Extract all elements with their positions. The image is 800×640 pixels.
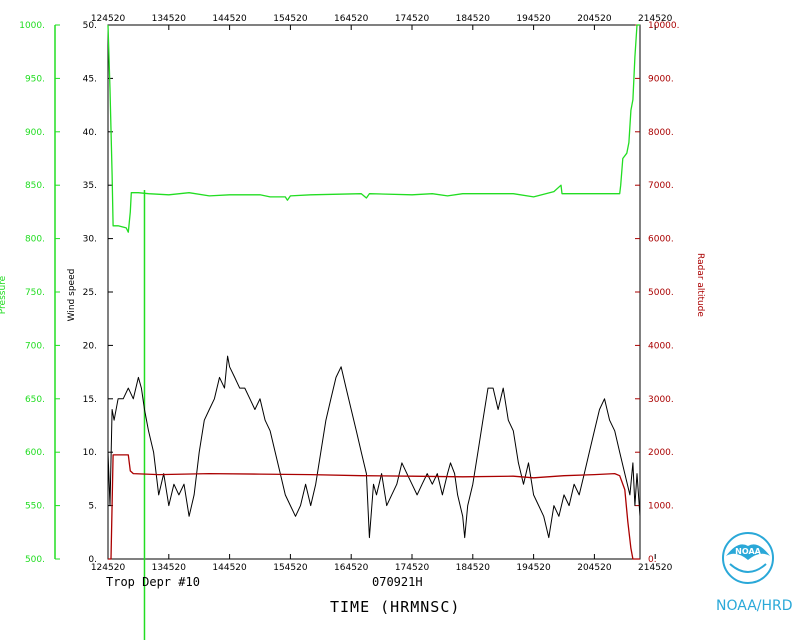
pressure-tick-label: 900. <box>25 128 45 138</box>
x-tick-label-top: 134520 <box>152 14 187 24</box>
x-tick-label-top: 154520 <box>273 14 308 24</box>
pressure-tick-label: 550. <box>25 502 45 512</box>
wind-axis-title: Wind speed <box>67 269 77 322</box>
x-axis-title: TIME (HRMNSC) <box>330 598 461 616</box>
wind-series-line <box>107 355 641 539</box>
noaa-logo: NOAA <box>722 532 774 584</box>
wind-tick-label: 15. <box>83 395 97 405</box>
pressure-tick-label: 800. <box>25 235 45 245</box>
pressure-tick-label: 700. <box>25 341 45 351</box>
altitude-tick-label: 5000. <box>648 288 674 298</box>
altitude-tick-label: 6000. <box>648 235 674 245</box>
x-tick-label-top: 214520 <box>638 14 673 24</box>
x-tick-label-bottom: 134520 <box>152 563 187 573</box>
x-tick-label-bottom: 184520 <box>456 563 491 573</box>
altitude-tick-label: 1000. <box>648 502 674 512</box>
pressure-axis-title: Pressure <box>0 275 8 314</box>
altitude-tick-label: 10000. <box>648 21 680 31</box>
pressure-tick-label: 600. <box>25 448 45 458</box>
wind-tick-label: 0. <box>88 555 97 565</box>
wind-tick-label: 40. <box>83 128 97 138</box>
altitude-tick-label: 4000. <box>648 341 674 351</box>
wind-tick-label: 25. <box>83 288 97 298</box>
x-tick-label-top: 144520 <box>212 14 247 24</box>
x-tick-label-bottom: 164520 <box>334 563 369 573</box>
wind-tick-label: 10. <box>83 448 97 458</box>
pressure-tick-label: 650. <box>25 395 45 405</box>
x-tick-label-top: 124520 <box>91 14 126 24</box>
altitude-axis-title: Radar altitude <box>695 253 705 317</box>
date-label: 070921H <box>372 575 423 589</box>
altitude-tick-label: 9000. <box>648 74 674 84</box>
wind-tick-label: 50. <box>83 21 97 31</box>
wind-tick-label: 5. <box>88 502 97 512</box>
altitude-series-line <box>108 454 640 560</box>
x-tick-label-bottom: 214520 <box>638 563 673 573</box>
pressure-tick-label: 500. <box>25 555 45 565</box>
altitude-tick-label: 8000. <box>648 128 674 138</box>
x-tick-label-bottom: 174520 <box>395 563 430 573</box>
noaa-hrd-label: NOAA/HRD <box>716 598 793 614</box>
altitude-tick-label: 2000. <box>648 448 674 458</box>
x-tick-label-bottom: 154520 <box>273 563 308 573</box>
altitude-tick-label: 3000. <box>648 395 674 405</box>
noaa-logo-text: NOAA <box>735 547 761 556</box>
x-tick-label-top: 164520 <box>334 14 369 24</box>
altitude-tick-label: 7000. <box>648 181 674 191</box>
pressure-tick-label: 750. <box>25 288 45 298</box>
wind-tick-label: 35. <box>83 181 97 191</box>
plot-frame <box>107 24 641 560</box>
x-tick-label-bottom: 144520 <box>212 563 247 573</box>
storm-name: Trop Depr #10 <box>106 575 200 589</box>
x-tick-label-bottom: 124520 <box>91 563 126 573</box>
wind-tick-label: 20. <box>83 341 97 351</box>
x-tick-label-top: 184520 <box>456 14 491 24</box>
wind-tick-label: 45. <box>83 74 97 84</box>
wind-tick-label: 30. <box>83 235 97 245</box>
pressure-tick-label: 1000. <box>19 21 45 31</box>
x-tick-label-top: 174520 <box>395 14 430 24</box>
altitude-tick-label: 0. <box>648 555 657 565</box>
x-tick-label-bottom: 194520 <box>516 563 551 573</box>
x-tick-label-top: 194520 <box>516 14 551 24</box>
pressure-tick-label: 850. <box>25 181 45 191</box>
pressure-tick-label: 950. <box>25 74 45 84</box>
x-tick-label-top: 204520 <box>577 14 612 24</box>
pressure-series-line <box>107 24 640 233</box>
x-tick-label-bottom: 204520 <box>577 563 612 573</box>
